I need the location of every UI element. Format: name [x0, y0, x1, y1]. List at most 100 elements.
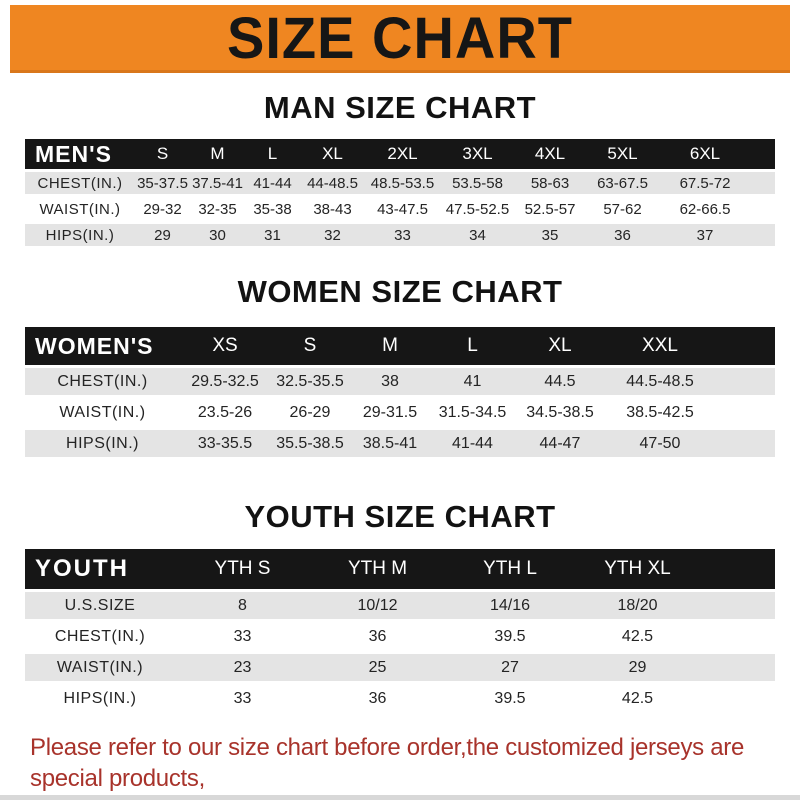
size-column-header: L [245, 139, 300, 171]
row-label: HIPS(IN.) [25, 683, 175, 716]
size-value-cell: 36 [310, 621, 445, 654]
size-value-cell: 36 [310, 683, 445, 716]
size-value-cell: 43-47.5 [365, 196, 440, 224]
size-value-cell: 48.5-53.5 [365, 169, 440, 198]
size-column-header: XL [300, 139, 365, 171]
filler-cell [700, 683, 775, 716]
size-value-cell: 38.5-42.5 [605, 397, 715, 430]
size-value-cell: 38-43 [300, 196, 365, 224]
row-label: U.S.SIZE [25, 589, 175, 623]
size-column-header: L [430, 327, 515, 367]
row-label: WAIST(IN.) [25, 196, 135, 224]
size-value-cell: 52.5-57 [515, 196, 585, 224]
size-value-cell: 44.5 [515, 365, 605, 399]
size-column-header: S [270, 327, 350, 367]
filler-cell [700, 621, 775, 654]
note-line-1: Please refer to our size chart before or… [30, 734, 745, 792]
page-title: SIZE CHART [227, 4, 573, 70]
filler-cell [715, 365, 775, 399]
size-value-cell: 26-29 [270, 397, 350, 430]
size-value-cell: 41 [430, 365, 515, 399]
size-value-cell: 8 [175, 589, 310, 623]
size-column-header: 6XL [660, 139, 750, 171]
size-value-cell: 38 [350, 365, 430, 399]
youth-size-table: YOUTH YTH S YTH M YTH L YTH XL U.S.SIZE 8 10/12… [25, 549, 775, 716]
banner: SIZE CHART [10, 5, 790, 73]
size-column-header: 3XL [440, 139, 515, 171]
size-value-cell: 41-44 [245, 169, 300, 198]
size-value-cell: 32 [300, 222, 365, 250]
row-label: CHEST(IN.) [25, 621, 175, 654]
table-row: CHEST(IN.) 35-37.5 37.5-41 41-44 44-48.5 48.5… [25, 169, 775, 198]
row-label: WAIST(IN.) [25, 652, 175, 685]
size-value-cell: 36 [585, 222, 660, 250]
size-value-cell: 53.5-58 [440, 169, 515, 198]
size-value-cell: 10/12 [310, 589, 445, 623]
size-value-cell: 33 [365, 222, 440, 250]
table-header-label: YOUTH [25, 549, 175, 591]
size-column-header: XL [515, 327, 605, 367]
filler-cell [750, 169, 775, 198]
bottom-edge-strip [0, 795, 800, 800]
size-column-header: XXL [605, 327, 715, 367]
youth-size-section: YOUTH SIZE CHART YOUTH YTH S YTH M YTH L YTH… [0, 499, 800, 716]
table-header-row: WOMEN'S XS S M L XL XXL [25, 327, 775, 367]
size-value-cell: 29.5-32.5 [180, 365, 270, 399]
size-value-cell: 39.5 [445, 683, 575, 716]
size-value-cell: 32-35 [190, 196, 245, 224]
size-value-cell: 47.5-52.5 [440, 196, 515, 224]
filler-cell [700, 652, 775, 685]
size-value-cell: 44-48.5 [300, 169, 365, 198]
size-value-cell: 33 [175, 621, 310, 654]
table-row: CHEST(IN.) 33 36 39.5 42.5 [25, 621, 775, 654]
size-value-cell: 30 [190, 222, 245, 250]
youth-size-title: YOUTH SIZE CHART [244, 499, 556, 534]
table-row: U.S.SIZE 8 10/12 14/16 18/20 [25, 589, 775, 623]
size-value-cell: 41-44 [430, 428, 515, 461]
row-label: CHEST(IN.) [25, 365, 180, 399]
man-size-title: MAN SIZE CHART [263, 90, 537, 125]
size-column-header: M [190, 139, 245, 171]
size-value-cell: 57-62 [585, 196, 660, 224]
size-value-cell: 38.5-41 [350, 428, 430, 461]
size-value-cell: 29 [575, 652, 700, 685]
size-value-cell: 35-37.5 [135, 169, 190, 198]
size-column-header: YTH S [175, 549, 310, 591]
filler-cell [715, 428, 775, 461]
men-size-table: MEN'S S M L XL 2XL 3XL 4XL 5XL 6XL CHEST(IN.) 35-37… [25, 139, 775, 250]
size-column-header: 2XL [365, 139, 440, 171]
size-value-cell: 31.5-34.5 [430, 397, 515, 430]
row-label: WAIST(IN.) [25, 397, 180, 430]
size-value-cell: 35-38 [245, 196, 300, 224]
size-value-cell: 35 [515, 222, 585, 250]
table-header-label: MEN'S [25, 139, 135, 171]
size-value-cell: 62-66.5 [660, 196, 750, 224]
size-value-cell: 27 [445, 652, 575, 685]
size-column-header: 5XL [585, 139, 660, 171]
size-column-header: YTH M [310, 549, 445, 591]
size-value-cell: 37 [660, 222, 750, 250]
size-value-cell: 35.5-38.5 [270, 428, 350, 461]
size-value-cell: 34 [440, 222, 515, 250]
filler-cell [750, 139, 775, 171]
size-column-header: YTH XL [575, 549, 700, 591]
filler-cell [715, 397, 775, 430]
table-row: CHEST(IN.) 29.5-32.5 32.5-35.5 38 41 44.5 44.5… [25, 365, 775, 399]
table-header-row: YOUTH YTH S YTH M YTH L YTH XL [25, 549, 775, 591]
size-value-cell: 63-67.5 [585, 169, 660, 198]
filler-cell [750, 222, 775, 250]
size-value-cell: 67.5-72 [660, 169, 750, 198]
size-value-cell: 37.5-41 [190, 169, 245, 198]
filler-cell [700, 589, 775, 623]
size-value-cell: 44-47 [515, 428, 605, 461]
women-size-section: WOMEN SIZE CHART WOMEN'S XS S M L XL XXL CHEST(… [0, 274, 800, 461]
table-row: WAIST(IN.) 23.5-26 26-29 29-31.5 31.5-34.5 34… [25, 397, 775, 430]
size-value-cell: 29-31.5 [350, 397, 430, 430]
size-column-header: S [135, 139, 190, 171]
size-value-cell: 33 [175, 683, 310, 716]
size-column-header: M [350, 327, 430, 367]
size-column-header: XS [180, 327, 270, 367]
row-label: HIPS(IN.) [25, 428, 180, 461]
table-row: WAIST(IN.) 23 25 27 29 [25, 652, 775, 685]
